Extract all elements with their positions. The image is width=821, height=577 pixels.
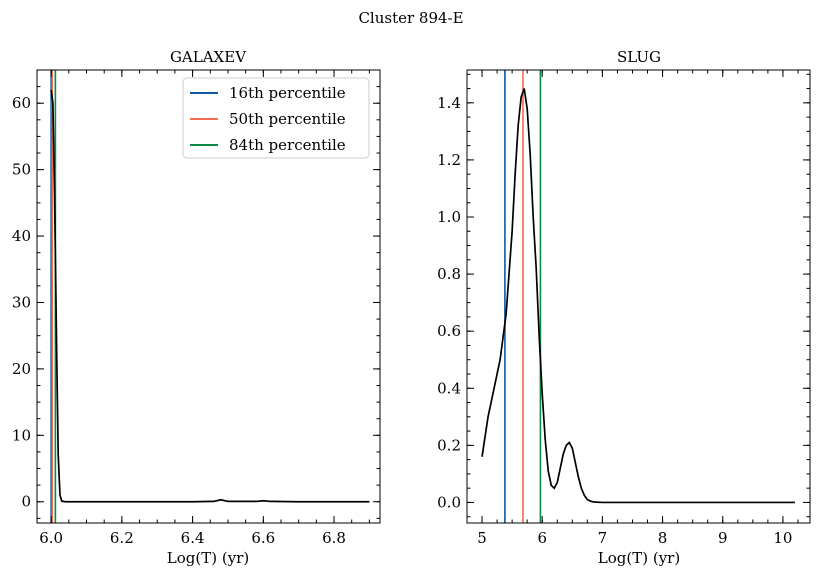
galaxev-ytick-label: 50: [12, 161, 31, 179]
slug-plot-area: 5 6 7 8 9 10 0.0 0.2 0.4 0.6 0.8 1.0 1.2 1.4: [437, 69, 811, 547]
legend-label: 84th percentile: [229, 136, 346, 154]
galaxev-xtick-label: 6.6: [251, 529, 275, 547]
slug-ytick-label: 1.4: [437, 94, 461, 112]
slug-xtick-label: 10: [773, 529, 792, 547]
galaxev-xtick-label: 6.0: [39, 529, 63, 547]
legend-label: 50th percentile: [229, 110, 346, 128]
slug-axes-frame: [466, 69, 811, 524]
galaxev-ytick-label: 40: [12, 227, 31, 245]
slug-xtick-label: 7: [598, 529, 608, 547]
legend-frame: [182, 77, 370, 159]
slug-pdf-curve: [481, 88, 795, 504]
slug-xtick-label: 6: [537, 529, 547, 547]
slug-title: SLUG: [617, 48, 661, 66]
slug-xlabel: Log(T) (yr): [598, 549, 680, 567]
galaxev-axes-frame: [36, 69, 381, 524]
galaxev-xlabel: Log(T) (yr): [167, 549, 249, 567]
slug-xtick-label: 5: [477, 529, 487, 547]
galaxev-xtick-label: 6.8: [322, 529, 346, 547]
galaxev-data-layer: [50, 70, 370, 523]
galaxev-pdf-curve: [50, 89, 370, 503]
galaxev-ytick-label: 0: [21, 493, 31, 511]
slug-data-layer: [481, 70, 795, 523]
slug-ytick-label: 0.8: [437, 265, 461, 283]
galaxev-plot-area: 6.0 6.2 6.4 6.6 6.8 0 10 20 30 40 50 60 16th percent…: [12, 69, 381, 547]
slug-ytick-label: 0.6: [437, 322, 461, 340]
figure-title: Cluster 894-E: [358, 9, 463, 27]
galaxev-panel: GALAXEV 6.0 6.2 6.4 6.6 6.8 0 10 20 30 40 50 60 16th…: [12, 48, 381, 567]
galaxev-ytick-label: 30: [12, 293, 31, 311]
slug-ytick-label: 0.0: [437, 493, 461, 511]
slug-panel: SLUG 5 6 7 8 9 10 0.0 0.2 0.4 0.6 0.8 1.0 1.2 1.4 Log…: [437, 48, 811, 567]
galaxev-legend: 16th percentile 50th percentile 84th perce…: [182, 77, 370, 159]
galaxev-ytick-label: 20: [12, 360, 31, 378]
slug-xtick-label: 9: [718, 529, 728, 547]
legend-label: 16th percentile: [229, 84, 346, 102]
slug-ytick-label: 1.0: [437, 208, 461, 226]
slug-ytick-label: 0.4: [437, 379, 461, 397]
galaxev-ytick-label: 60: [12, 94, 31, 112]
slug-ytick-label: 1.2: [437, 151, 461, 169]
galaxev-xtick-label: 6.4: [181, 529, 205, 547]
slug-xtick-label: 8: [658, 529, 668, 547]
slug-ytick-label: 0.2: [437, 436, 461, 454]
galaxev-ytick-label: 10: [12, 426, 31, 444]
galaxev-xtick-label: 6.2: [110, 529, 134, 547]
galaxev-title: GALAXEV: [170, 48, 247, 66]
